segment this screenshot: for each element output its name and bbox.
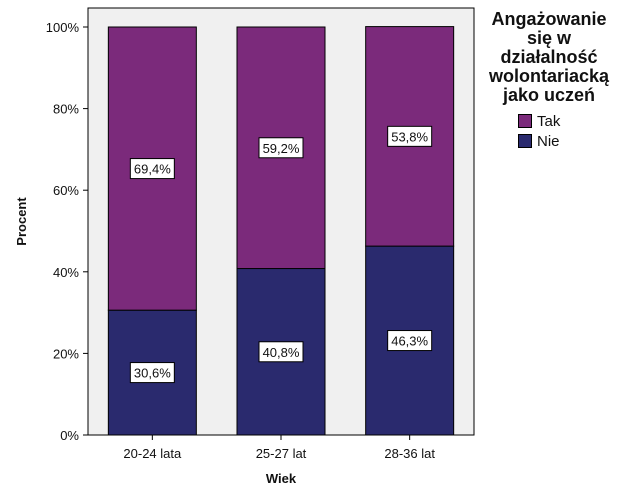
y-tick-label: 0% (60, 428, 79, 443)
data-label: 53,8% (391, 129, 428, 144)
data-label-box (129, 362, 175, 384)
x-axis-title: Wiek (266, 471, 297, 486)
legend-title-line: się w (526, 28, 572, 48)
y-tick-label: 40% (53, 265, 79, 280)
legend: Angażowanie się w działalność wolontariacką… (474, 10, 624, 151)
data-label: 46,3% (391, 334, 428, 349)
legend-items: Tak Nie (474, 111, 624, 151)
y-tick-label: 100% (46, 20, 80, 35)
data-label: 59,2% (263, 141, 300, 156)
legend-title-line: jako uczeń (502, 85, 596, 105)
legend-swatch (518, 134, 532, 148)
x-tick-label: 28-36 lat (384, 446, 435, 461)
legend-label: Nie (537, 132, 560, 150)
data-label: 30,6% (134, 366, 171, 381)
x-tick-label: 20-24 lata (123, 446, 182, 461)
legend-item-nie: Nie (518, 131, 624, 151)
legend-title: Angażowanie się w działalność wolontariacką… (474, 10, 624, 105)
data-label-box (129, 158, 175, 180)
y-axis-title: Procent (14, 197, 29, 246)
legend-label: Tak (537, 112, 561, 130)
legend-title-line: działalność (500, 47, 598, 67)
data-label-box (258, 137, 304, 159)
data-label-box (387, 125, 433, 147)
legend-swatch (518, 114, 532, 128)
y-tick-label: 60% (53, 183, 79, 198)
data-label-box (258, 341, 304, 363)
data-label: 69,4% (134, 162, 171, 177)
data-label: 40,8% (263, 345, 300, 360)
legend-item-tak: Tak (518, 111, 624, 131)
data-label-box (387, 330, 433, 352)
y-tick-label: 80% (53, 102, 79, 117)
legend-title-line: wolontariacką (488, 66, 610, 86)
legend-title-line: Angażowanie (491, 9, 607, 29)
x-tick-label: 25-27 lat (256, 446, 307, 461)
y-tick-label: 20% (53, 346, 79, 361)
